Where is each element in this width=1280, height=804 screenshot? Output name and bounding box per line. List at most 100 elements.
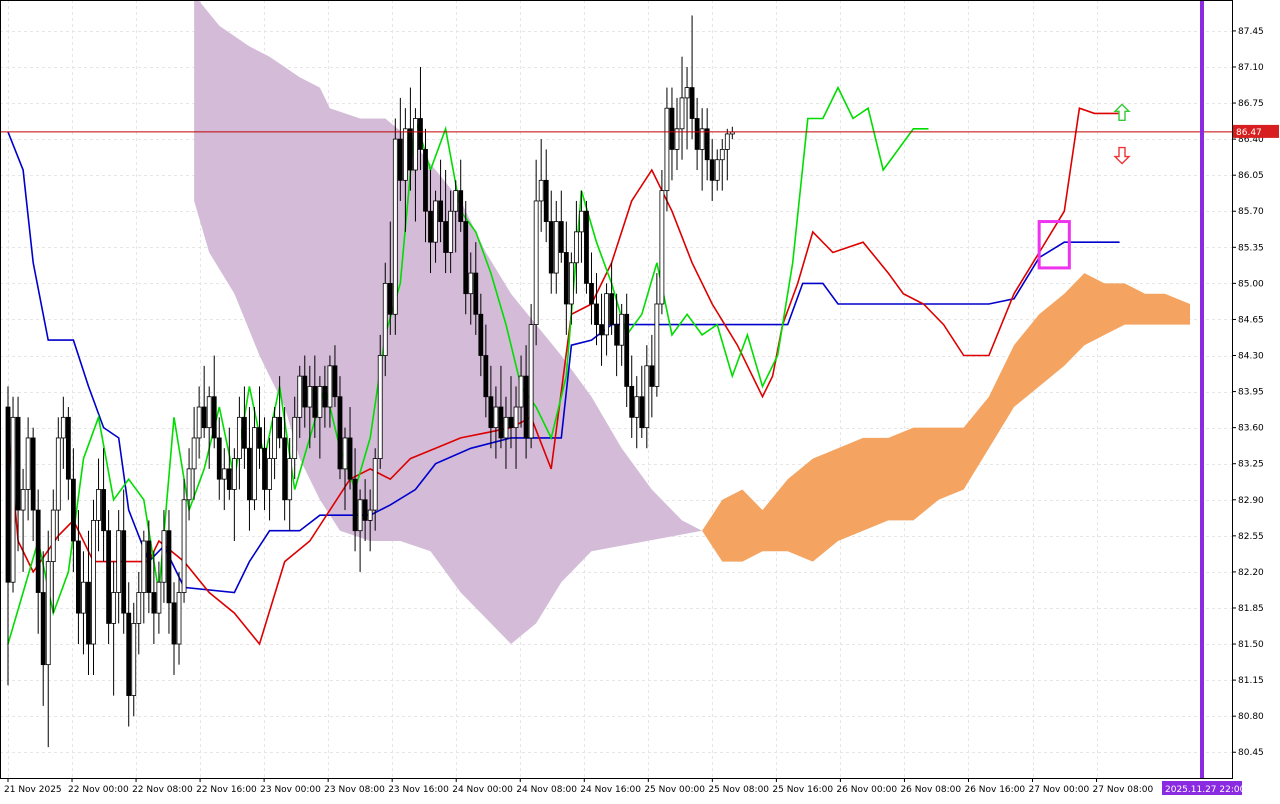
current-price-tag — [1233, 124, 1279, 138]
candle-body — [121, 530, 127, 614]
candle-body — [614, 324, 620, 346]
y-tick-label: 86.40 — [1238, 135, 1264, 145]
candle-body — [664, 107, 670, 192]
x-tick-label: 22 Nov 08:00 — [132, 785, 193, 795]
y-tick-label: 86.05 — [1238, 171, 1264, 181]
candle-body — [226, 468, 232, 490]
candle-body — [568, 262, 574, 305]
candle-body — [478, 313, 484, 356]
candle-body — [382, 282, 388, 356]
candle-body — [96, 489, 101, 521]
x-tick-label: 21 Nov 2025 — [4, 785, 62, 795]
candle-body — [634, 396, 640, 418]
time-marker-label: 2025.11.27 22:00 — [1165, 785, 1246, 795]
candle-body — [322, 386, 328, 408]
candle-body — [277, 416, 283, 439]
candle-body — [30, 437, 36, 511]
candle-body — [418, 118, 423, 150]
candle-body — [639, 396, 645, 429]
candle-body — [367, 509, 373, 521]
y-tick-label: 82.55 — [1238, 532, 1264, 542]
candle-body — [654, 303, 660, 387]
candle-body — [594, 303, 599, 325]
candle-body — [216, 437, 222, 480]
candle-body — [498, 406, 504, 439]
candle-body — [186, 468, 192, 501]
x-tick-label: 27 Nov 08:00 — [1093, 785, 1154, 795]
candle-body — [548, 221, 554, 274]
candle-body — [558, 221, 564, 253]
candle-body — [448, 210, 454, 253]
candle-body — [65, 416, 71, 480]
candle-body — [111, 592, 117, 624]
candle-body — [679, 97, 685, 130]
candle-body — [508, 416, 514, 429]
candle-body — [181, 499, 187, 593]
plot-frame — [0, 0, 1233, 779]
candle-body — [599, 324, 604, 336]
candle-body — [81, 581, 86, 614]
y-tick-label: 84.65 — [1238, 315, 1264, 325]
candle-body — [649, 365, 655, 387]
x-tick-label: 25 Nov 08:00 — [708, 785, 769, 795]
candle-body — [327, 365, 333, 408]
candle-body — [161, 530, 167, 583]
candle-body — [528, 324, 534, 439]
arrow-down-icon — [1113, 146, 1131, 165]
candle-body — [357, 499, 363, 532]
candle-body — [267, 458, 272, 490]
y-tick-label: 86.75 — [1238, 99, 1264, 109]
candle-body — [362, 499, 368, 521]
time-marker-tag — [1162, 781, 1242, 795]
candle-body — [473, 272, 479, 315]
candle-body — [563, 252, 569, 305]
candle-body — [458, 190, 464, 222]
candle-body — [101, 489, 106, 532]
x-tick-label: 22 Nov 00:00 — [68, 785, 129, 795]
x-tick-label: 24 Nov 08:00 — [516, 785, 577, 795]
candle-body — [272, 416, 277, 459]
candle-body — [704, 128, 710, 161]
x-tick-label: 25 Nov 16:00 — [772, 785, 833, 795]
candle-body — [518, 375, 524, 408]
candle-body — [709, 159, 715, 181]
candlesticks — [5, 15, 735, 748]
x-tick-label: 25 Nov 00:00 — [644, 785, 705, 795]
candle-body — [372, 458, 378, 511]
candle-body — [5, 406, 11, 583]
x-tick-label: 22 Nov 16:00 — [196, 785, 257, 795]
candle-body — [176, 592, 182, 645]
candle-body — [689, 87, 695, 119]
candle-body — [629, 386, 635, 418]
y-tick-label: 84.30 — [1238, 352, 1264, 362]
annotations — [0, 0, 1232, 778]
candle-body — [699, 128, 705, 150]
candle-body — [332, 365, 338, 398]
candle-body — [302, 375, 308, 408]
candle-body — [86, 581, 91, 645]
candle-body — [377, 355, 383, 459]
candle-body — [694, 118, 700, 150]
candle-body — [538, 179, 544, 202]
candle-body — [25, 437, 31, 490]
candle-body — [297, 375, 303, 418]
y-tick-label: 81.50 — [1238, 640, 1264, 650]
candle-body — [392, 138, 398, 315]
x-tick-label: 24 Nov 16:00 — [580, 785, 641, 795]
x-tick-label: 24 Nov 00:00 — [452, 785, 513, 795]
x-tick-label: 26 Nov 08:00 — [900, 785, 961, 795]
y-tick-label: 80.80 — [1238, 712, 1264, 722]
candle-body — [684, 87, 690, 99]
candle-body — [141, 540, 147, 593]
candle-body — [337, 396, 343, 470]
highlight-box — [1037, 220, 1071, 270]
indicator-line-2 — [7, 85, 929, 645]
kumo-bullish — [702, 273, 1190, 562]
candle-body — [15, 416, 21, 511]
y-tick-label: 85.35 — [1238, 243, 1264, 253]
candle-body — [579, 210, 584, 233]
candle-body — [20, 489, 26, 511]
candle-body — [201, 406, 207, 429]
